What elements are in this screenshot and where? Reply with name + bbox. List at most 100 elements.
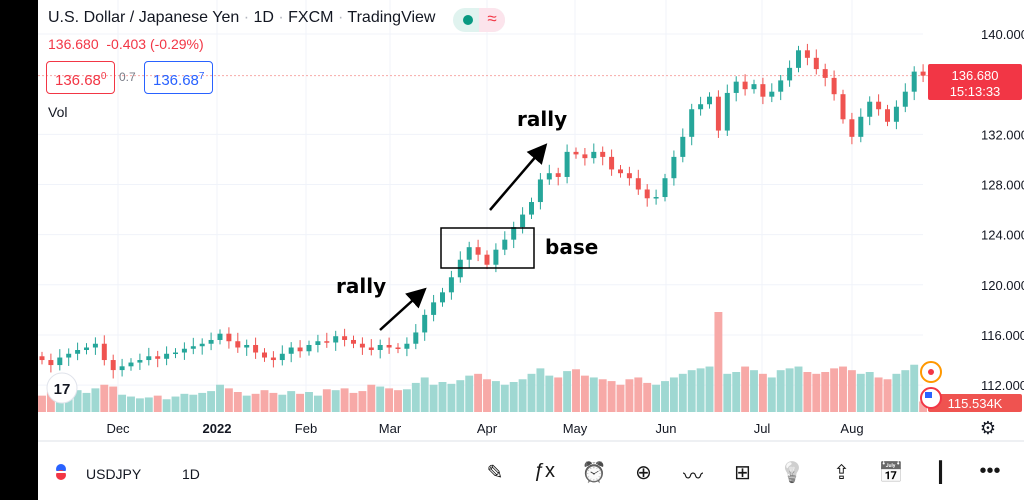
layouts-grid-icon[interactable]: ⊞ xyxy=(734,462,751,484)
volume-bar xyxy=(251,393,260,412)
chart-compare-icon[interactable]: 〰 xyxy=(683,466,703,488)
share-icon[interactable]: ⇪ xyxy=(833,462,850,484)
volume-bar xyxy=(652,384,661,412)
volume-bar xyxy=(438,382,447,412)
draw-pen-icon[interactable]: ✎ xyxy=(486,462,504,484)
candle xyxy=(377,344,383,351)
candle xyxy=(671,156,677,179)
annotation-base[interactable]: base xyxy=(545,235,598,259)
sell-button[interactable]: 136.680 xyxy=(46,61,116,94)
candle xyxy=(626,173,632,179)
candle xyxy=(546,173,552,180)
ideas-bulb-icon[interactable]: 💡 xyxy=(779,462,805,484)
volume-bar xyxy=(456,380,465,412)
volume-bar xyxy=(847,370,856,412)
buy-button[interactable]: 136.687 xyxy=(144,61,214,94)
candle xyxy=(208,339,214,344)
y-tick-label: 124.000 xyxy=(981,228,1024,243)
y-tick-label: 132.000 xyxy=(981,127,1024,142)
y-tick-label: 128.000 xyxy=(981,177,1024,192)
candle xyxy=(635,178,641,190)
candle xyxy=(315,341,321,345)
us-flag-icon xyxy=(56,464,66,480)
y-tick-label: 140.000 xyxy=(981,27,1024,42)
candle xyxy=(662,178,668,198)
volume-bar xyxy=(919,401,928,412)
volume-bar xyxy=(411,382,420,412)
rally-arrow[interactable] xyxy=(379,287,427,331)
volume-bar xyxy=(625,379,634,412)
volume-bar xyxy=(536,368,545,412)
volume-bar xyxy=(420,377,429,412)
candle xyxy=(57,357,63,366)
candle xyxy=(831,77,837,95)
y-tick-label: 112.000 xyxy=(981,378,1024,393)
volume-bar xyxy=(55,397,64,412)
y-tick-label: 120.000 xyxy=(981,278,1024,293)
settings-gear-icon[interactable]: ⚙ xyxy=(980,418,996,438)
volume-bar xyxy=(589,377,598,412)
candle xyxy=(431,302,437,315)
more-icon[interactable]: ••• xyxy=(979,460,1001,482)
rally-arrow[interactable] xyxy=(489,143,548,211)
candle xyxy=(849,119,855,137)
volume-bar xyxy=(714,312,723,412)
volume-bar xyxy=(509,382,518,412)
candle xyxy=(502,239,508,250)
volume-bar xyxy=(367,384,376,412)
economic-events-icon[interactable] xyxy=(920,361,942,409)
candle xyxy=(351,339,356,344)
calendar-replay-icon[interactable]: 📅 xyxy=(878,462,904,484)
candle xyxy=(244,344,250,348)
market-open-dot-icon xyxy=(463,15,473,25)
annotation-rally2[interactable]: rally xyxy=(517,107,567,131)
alert-clock-icon[interactable]: ⏰ xyxy=(581,462,607,484)
candle xyxy=(591,151,597,159)
volume-bar xyxy=(38,395,46,412)
x-tick-label: Apr xyxy=(477,421,498,436)
candle xyxy=(324,341,330,343)
candle xyxy=(600,151,606,157)
candle xyxy=(760,84,766,97)
tradingview-logo[interactable]: 17 xyxy=(46,372,78,404)
volume-bar xyxy=(153,395,162,412)
candle xyxy=(253,344,259,353)
volume-legend: Vol xyxy=(48,104,68,120)
candle xyxy=(137,360,143,363)
symbol-button[interactable]: USDJPY xyxy=(86,466,142,482)
volume-bar xyxy=(634,377,643,412)
volume-bar xyxy=(661,381,669,412)
indicators-fx-icon[interactable]: ƒx xyxy=(533,460,556,482)
volume-bar xyxy=(616,384,625,412)
candle xyxy=(787,67,793,81)
volume-bar xyxy=(331,390,340,412)
interval-button[interactable]: 1D xyxy=(182,466,200,482)
candle xyxy=(84,347,89,351)
volume-bar xyxy=(269,392,278,412)
add-circle-icon[interactable]: ⊕ xyxy=(635,462,652,484)
svg-text:15:13:33: 15:13:33 xyxy=(950,84,1001,99)
volume-bar xyxy=(758,373,767,412)
candle xyxy=(475,247,481,255)
x-tick-label: Jun xyxy=(656,421,677,436)
last-volume-label: 115.534K xyxy=(928,394,1022,412)
volume-bar xyxy=(563,371,572,412)
candle xyxy=(778,80,784,92)
candle xyxy=(920,71,926,76)
candle xyxy=(733,81,739,93)
volume-bar xyxy=(100,384,109,412)
candle xyxy=(769,91,775,97)
candle xyxy=(573,151,579,155)
candlestick-chart[interactable]: 140.000 132.000 128.000 124.000 120.000 116.0… xyxy=(38,0,1024,440)
volume-bar xyxy=(349,392,358,412)
candle xyxy=(359,343,365,348)
volume-bar xyxy=(135,398,144,412)
market-status-pill[interactable]: ≈ xyxy=(453,8,505,32)
candle-type-icon[interactable]: ┃ xyxy=(934,462,947,484)
volume-bar xyxy=(376,386,385,412)
volume-bar xyxy=(127,396,135,412)
volume-bar xyxy=(180,393,189,412)
volume-bar xyxy=(287,391,296,412)
base-box[interactable] xyxy=(440,227,535,269)
annotation-rally1[interactable]: rally xyxy=(336,274,386,298)
